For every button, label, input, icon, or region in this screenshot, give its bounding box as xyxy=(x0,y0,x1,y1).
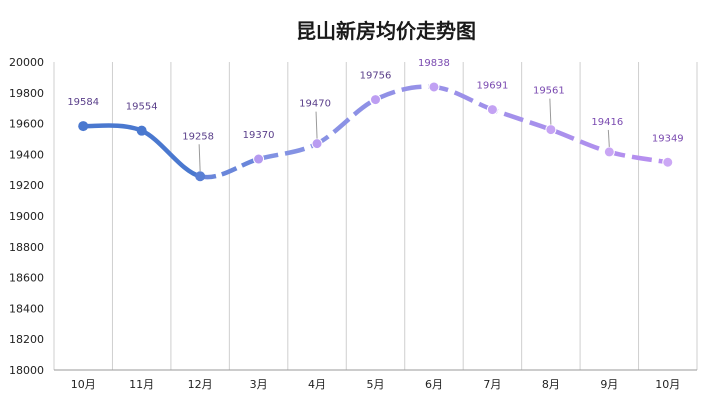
y-tick-label: 19400 xyxy=(9,148,44,161)
data-point xyxy=(370,94,381,106)
data-label: 19554 xyxy=(126,102,158,113)
y-tick-label: 18600 xyxy=(9,272,44,285)
data-point xyxy=(603,146,615,158)
x-tick-label: 10月 xyxy=(655,378,680,391)
data-point xyxy=(486,104,498,116)
data-label: 19258 xyxy=(182,131,214,142)
y-tick-label: 18000 xyxy=(9,364,44,377)
data-label: 19370 xyxy=(243,130,275,141)
data-label: 19584 xyxy=(67,97,99,108)
series-line-bridge xyxy=(199,156,260,180)
axes: 18000 18200 18400 18600 18800 19000 19200 19400… xyxy=(9,56,697,391)
x-tick-label: 5月 xyxy=(367,378,385,391)
data-label: 19561 xyxy=(533,86,565,97)
x-tick-label: 7月 xyxy=(483,378,501,391)
y-tick-label: 18200 xyxy=(9,333,44,346)
leader-line xyxy=(198,144,201,172)
data-point xyxy=(662,156,674,168)
data-labels: 19584 19554 19258 19370 19470 19756 19838 19691… xyxy=(67,58,684,172)
chart-title: 昆山新房均价走势图 xyxy=(296,19,476,43)
data-label: 19756 xyxy=(360,71,392,82)
data-point xyxy=(428,81,440,93)
grid-lines xyxy=(53,62,698,370)
data-point xyxy=(253,153,265,165)
data-point xyxy=(311,138,323,150)
series-line-dashed xyxy=(257,84,669,165)
y-tick-label: 19600 xyxy=(9,118,44,131)
x-tick-label: 10月 xyxy=(71,378,96,391)
x-tick-label: 9月 xyxy=(600,378,618,391)
y-tick-label: 19200 xyxy=(9,179,44,192)
y-tick-label: 18400 xyxy=(9,302,44,315)
data-point xyxy=(545,124,557,136)
y-tick-label: 19000 xyxy=(9,210,44,223)
x-tick-label: 12月 xyxy=(188,378,213,391)
data-point xyxy=(195,171,206,182)
x-tick-label: 6月 xyxy=(425,378,443,391)
x-tick-label: 3月 xyxy=(250,378,268,391)
data-label: 19416 xyxy=(591,117,623,128)
data-points xyxy=(78,81,674,182)
data-point xyxy=(78,121,89,132)
data-point xyxy=(136,125,147,136)
data-label: 19691 xyxy=(477,81,509,92)
data-label: 19470 xyxy=(299,99,331,110)
data-label: 19349 xyxy=(652,133,684,144)
y-tick-label: 20000 xyxy=(9,56,44,69)
x-tick-label: 8月 xyxy=(542,378,560,391)
x-tick-label: 11月 xyxy=(129,378,154,391)
y-tick-label: 19800 xyxy=(9,87,44,100)
leader-line xyxy=(315,111,318,139)
y-tick-label: 18800 xyxy=(9,241,44,254)
x-tick-label: 4月 xyxy=(308,378,326,391)
data-label: 19838 xyxy=(418,58,450,69)
leader-line xyxy=(607,129,610,147)
leader-line xyxy=(549,98,552,125)
